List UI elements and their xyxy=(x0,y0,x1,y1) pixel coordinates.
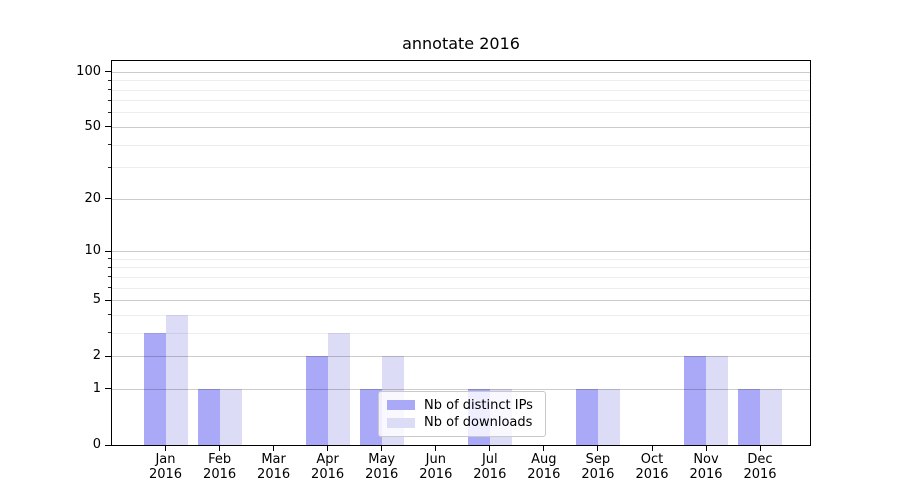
bar-downloads xyxy=(165,314,188,445)
legend-label-distinct-ips: Nb of distinct IPs xyxy=(424,397,533,413)
y-minor-tick xyxy=(108,144,111,146)
y-tick xyxy=(105,198,111,200)
x-tick xyxy=(597,446,599,451)
x-tick-label: Jul 2016 xyxy=(473,452,507,482)
x-tick-label: Nov 2016 xyxy=(689,452,723,482)
x-tick-label: Jan 2016 xyxy=(148,452,183,482)
gridline-minor xyxy=(112,267,810,269)
y-minor-tick xyxy=(108,79,111,81)
bar-distinct-ips xyxy=(143,332,166,445)
gridline-minor xyxy=(112,112,810,114)
y-tick-label: 1 xyxy=(92,380,101,396)
gridline-minor xyxy=(112,144,810,146)
y-tick xyxy=(105,126,111,128)
gridline-major xyxy=(112,356,810,358)
x-tick xyxy=(219,446,221,451)
bar-distinct-ips xyxy=(738,388,760,445)
y-tick xyxy=(105,355,111,357)
x-tick-label: Mar 2016 xyxy=(257,452,291,482)
x-tick xyxy=(165,446,166,451)
bar-distinct-ips xyxy=(305,356,328,445)
x-tick-label: Oct 2016 xyxy=(635,452,669,482)
y-minor-tick xyxy=(108,314,111,316)
legend: Nb of distinct IPs Nb of downloads xyxy=(378,391,546,437)
y-tick xyxy=(105,299,111,301)
y-tick xyxy=(105,250,111,252)
bar-distinct-ips xyxy=(575,388,598,445)
y-minor-tick xyxy=(108,266,111,268)
x-tick-label: May 2016 xyxy=(365,452,399,482)
gridline-minor xyxy=(112,314,810,316)
gridline-minor xyxy=(112,332,810,334)
gridline-major xyxy=(112,388,810,390)
y-tick xyxy=(105,388,111,390)
legend-swatch-distinct-ips-icon xyxy=(387,400,415,411)
legend-label-downloads: Nb of downloads xyxy=(424,415,533,431)
y-tick-label: 50 xyxy=(84,118,101,134)
y-tick-label: 0 xyxy=(92,437,101,452)
gridline-minor xyxy=(112,258,810,260)
x-tick xyxy=(489,446,491,451)
y-tick-label: 5 xyxy=(92,292,101,307)
x-tick xyxy=(381,446,383,451)
y-minor-tick xyxy=(108,332,111,334)
y-tick xyxy=(105,71,111,73)
x-tick-label: Apr 2016 xyxy=(311,452,345,482)
y-minor-tick xyxy=(108,287,111,289)
bar-downloads xyxy=(597,388,620,445)
x-tick-label: Jun 2016 xyxy=(419,452,453,482)
y-minor-tick xyxy=(108,99,111,101)
legend-item-downloads: Nb of downloads xyxy=(387,415,537,430)
y-tick-label: 10 xyxy=(84,243,101,258)
x-tick xyxy=(435,446,437,451)
bar-distinct-ips xyxy=(359,388,382,445)
x-tick-label: Feb 2016 xyxy=(203,452,237,482)
bar-distinct-ips xyxy=(197,388,220,445)
legend-swatch-downloads-icon xyxy=(387,417,415,428)
bar-downloads xyxy=(760,388,782,445)
y-minor-tick xyxy=(108,111,111,113)
gridline-minor xyxy=(112,276,810,278)
x-tick xyxy=(543,446,545,451)
x-tick-label: Dec 2016 xyxy=(743,452,777,482)
bar-downloads xyxy=(327,332,350,445)
bar-distinct-ips xyxy=(684,356,706,445)
gridline-minor xyxy=(112,167,810,169)
y-minor-tick xyxy=(108,258,111,260)
x-tick xyxy=(327,446,329,451)
x-tick xyxy=(651,446,653,451)
gridline-minor xyxy=(112,100,810,102)
gridline-minor xyxy=(112,287,810,289)
x-tick-label: Sep 2016 xyxy=(581,452,615,482)
y-tick xyxy=(105,444,111,446)
gridline-major xyxy=(112,198,810,200)
y-tick-label: 100 xyxy=(76,63,101,79)
gridline-major xyxy=(112,251,810,252)
plot-area xyxy=(111,60,811,446)
gridline-major xyxy=(112,71,810,73)
gridline-minor xyxy=(112,89,810,91)
y-minor-tick xyxy=(108,276,111,278)
x-tick xyxy=(759,446,761,451)
x-tick xyxy=(273,446,275,451)
x-tick-label: Aug 2016 xyxy=(527,452,561,482)
gridline-minor xyxy=(112,80,810,82)
gridline-major xyxy=(112,126,810,128)
bar-downloads xyxy=(706,356,728,445)
gridline-major xyxy=(112,300,810,301)
bar-downloads xyxy=(219,388,242,445)
y-tick-label: 20 xyxy=(84,190,101,206)
y-minor-tick xyxy=(108,166,111,168)
y-tick-label: 2 xyxy=(92,348,101,364)
legend-item-distinct-ips: Nb of distinct IPs xyxy=(387,398,537,413)
x-tick xyxy=(705,446,707,451)
chart-title: annotate 2016 xyxy=(402,34,520,53)
y-minor-tick xyxy=(108,89,111,90)
